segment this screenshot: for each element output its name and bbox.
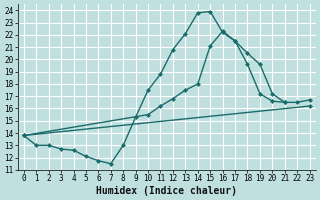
X-axis label: Humidex (Indice chaleur): Humidex (Indice chaleur)	[96, 186, 237, 196]
